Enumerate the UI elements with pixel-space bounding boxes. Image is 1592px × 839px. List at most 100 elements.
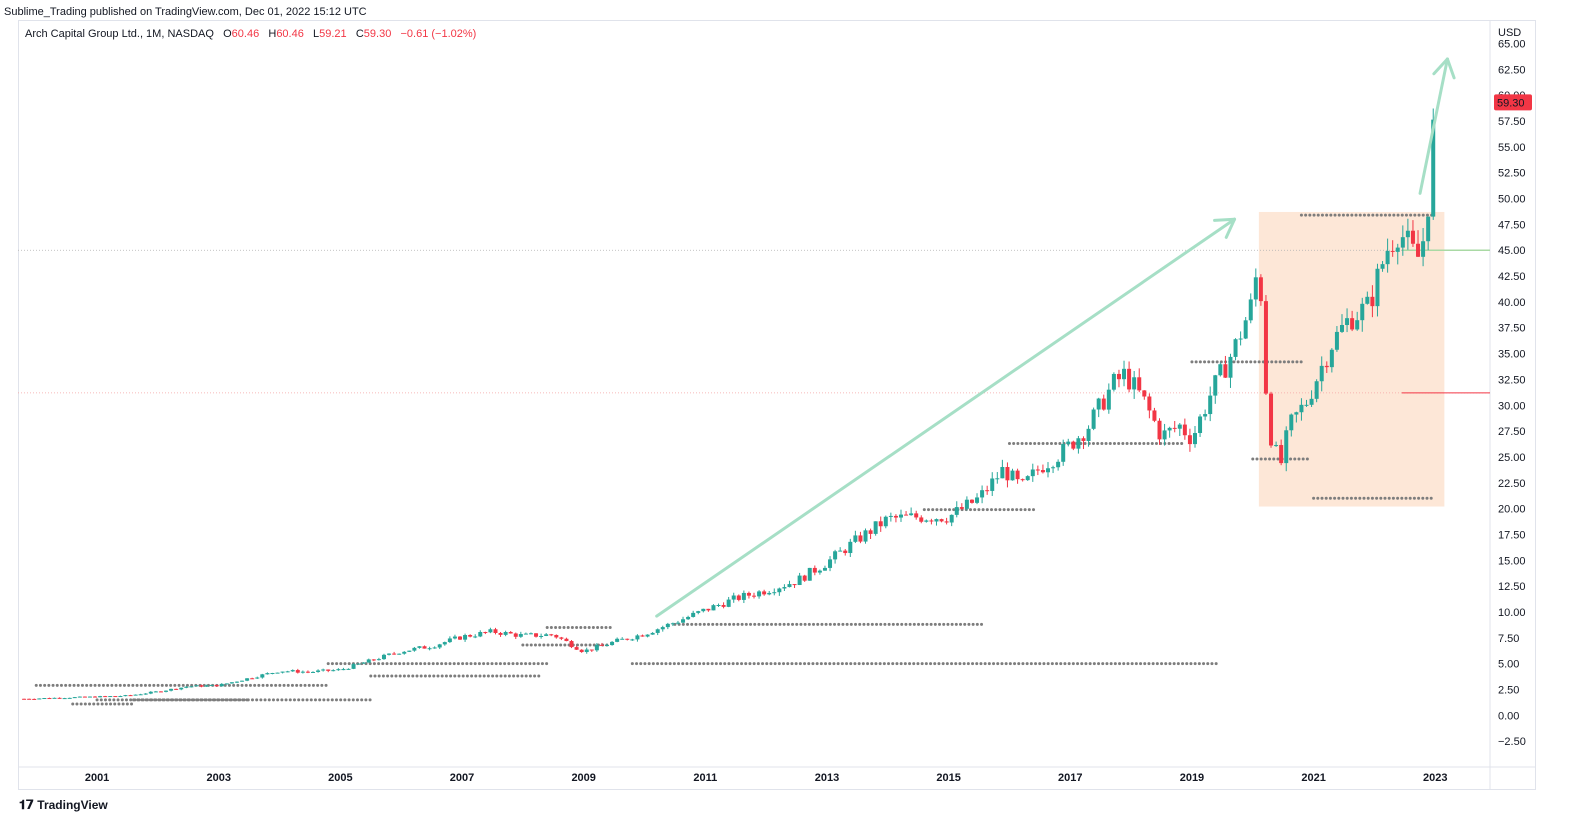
candle-body: [701, 608, 706, 612]
dot-marker: [368, 662, 372, 666]
dot-marker: [377, 662, 381, 666]
dot-marker: [786, 622, 790, 626]
candle-body: [898, 514, 903, 518]
dot-marker: [596, 625, 600, 629]
candle-body: [523, 633, 528, 635]
legend-open-label: O: [223, 28, 232, 40]
dot-marker: [1032, 508, 1036, 512]
candle-body: [447, 638, 452, 643]
dot-marker: [651, 662, 655, 666]
dot-marker: [566, 625, 570, 629]
dot-marker: [1268, 457, 1272, 461]
dot-marker: [1172, 662, 1176, 666]
dot-marker: [453, 674, 457, 678]
dot-marker: [76, 683, 80, 687]
dot-marker: [435, 662, 439, 666]
dot-marker: [117, 702, 121, 706]
dot-marker: [1325, 213, 1329, 217]
y-tick-label: 35.00: [1498, 349, 1526, 361]
candle-body: [1360, 303, 1365, 321]
dot-marker: [1011, 508, 1015, 512]
dot-marker: [639, 662, 643, 666]
candle-body: [67, 697, 72, 699]
dot-marker: [364, 698, 368, 702]
dot-marker: [711, 622, 715, 626]
dot-marker: [799, 622, 803, 626]
dot-marker: [668, 662, 672, 666]
trend-arrow-short: [1418, 57, 1449, 195]
dot-marker: [100, 702, 104, 706]
dot-marker: [1142, 441, 1146, 445]
dot-marker: [744, 662, 748, 666]
candle-body: [305, 671, 310, 673]
y-tick-label: 20.00: [1498, 504, 1526, 516]
dot-marker: [398, 674, 402, 678]
candle-body: [564, 638, 569, 642]
dot-marker: [286, 683, 290, 687]
candle-body: [985, 490, 990, 492]
x-tick-label: 2011: [693, 772, 717, 784]
y-tick-label: 25.00: [1498, 452, 1526, 464]
dot-marker: [1282, 360, 1286, 364]
dot-marker: [124, 698, 128, 702]
x-tick-label: 2021: [1301, 772, 1325, 784]
dot-marker: [381, 674, 385, 678]
tradingview-logo[interactable]: 𝟏𝟳 TradingView: [19, 797, 108, 813]
candle-body: [1329, 349, 1334, 368]
dot-marker: [1206, 662, 1210, 666]
dot-marker: [237, 698, 241, 702]
dot-marker: [415, 674, 419, 678]
candle-body: [194, 685, 199, 687]
dot-marker: [971, 622, 975, 626]
dot-row: [673, 622, 984, 626]
candle-body: [1365, 296, 1370, 304]
candle-body: [285, 671, 290, 673]
dot-marker: [707, 622, 711, 626]
dot-marker: [933, 662, 937, 666]
dot-marker: [837, 622, 841, 626]
dot-marker: [1023, 508, 1027, 512]
dot-marker: [1067, 662, 1071, 666]
candle-body: [87, 696, 92, 698]
dot-marker: [1371, 213, 1375, 217]
candle-body: [513, 633, 518, 637]
dot-marker: [1297, 457, 1301, 461]
dot-marker: [677, 662, 681, 666]
dot-marker: [1013, 662, 1017, 666]
candle-body: [164, 690, 169, 692]
dot-marker: [390, 674, 394, 678]
candle-body: [888, 515, 893, 517]
dot-marker: [545, 662, 549, 666]
candle-body: [123, 695, 128, 697]
dot-marker: [253, 683, 257, 687]
dot-marker: [656, 662, 660, 666]
dot-marker: [398, 662, 402, 666]
candle-body: [169, 688, 174, 691]
candle-body: [1096, 398, 1101, 410]
candle-body: [32, 698, 37, 700]
candle-body: [295, 670, 300, 673]
dot-marker: [121, 702, 125, 706]
candle-body: [103, 696, 108, 698]
dot-marker: [152, 683, 156, 687]
candle-body: [655, 629, 660, 633]
dot-marker: [815, 662, 819, 666]
dot-marker: [1146, 441, 1150, 445]
y-tick-label: 5.00: [1498, 659, 1519, 671]
dot-marker: [1104, 441, 1108, 445]
dot-marker: [795, 622, 799, 626]
candle-body: [133, 694, 138, 696]
dot-marker: [887, 662, 891, 666]
dot-marker: [698, 662, 702, 666]
candle-body: [1248, 299, 1253, 321]
dot-marker: [1287, 360, 1291, 364]
dot-marker: [494, 662, 498, 666]
dot-marker: [72, 683, 76, 687]
dot-marker: [280, 698, 284, 702]
dot-marker: [538, 643, 542, 647]
dot-marker: [1134, 662, 1138, 666]
dot-marker: [583, 625, 587, 629]
dot-marker: [1027, 508, 1031, 512]
candle-body: [1187, 435, 1192, 445]
